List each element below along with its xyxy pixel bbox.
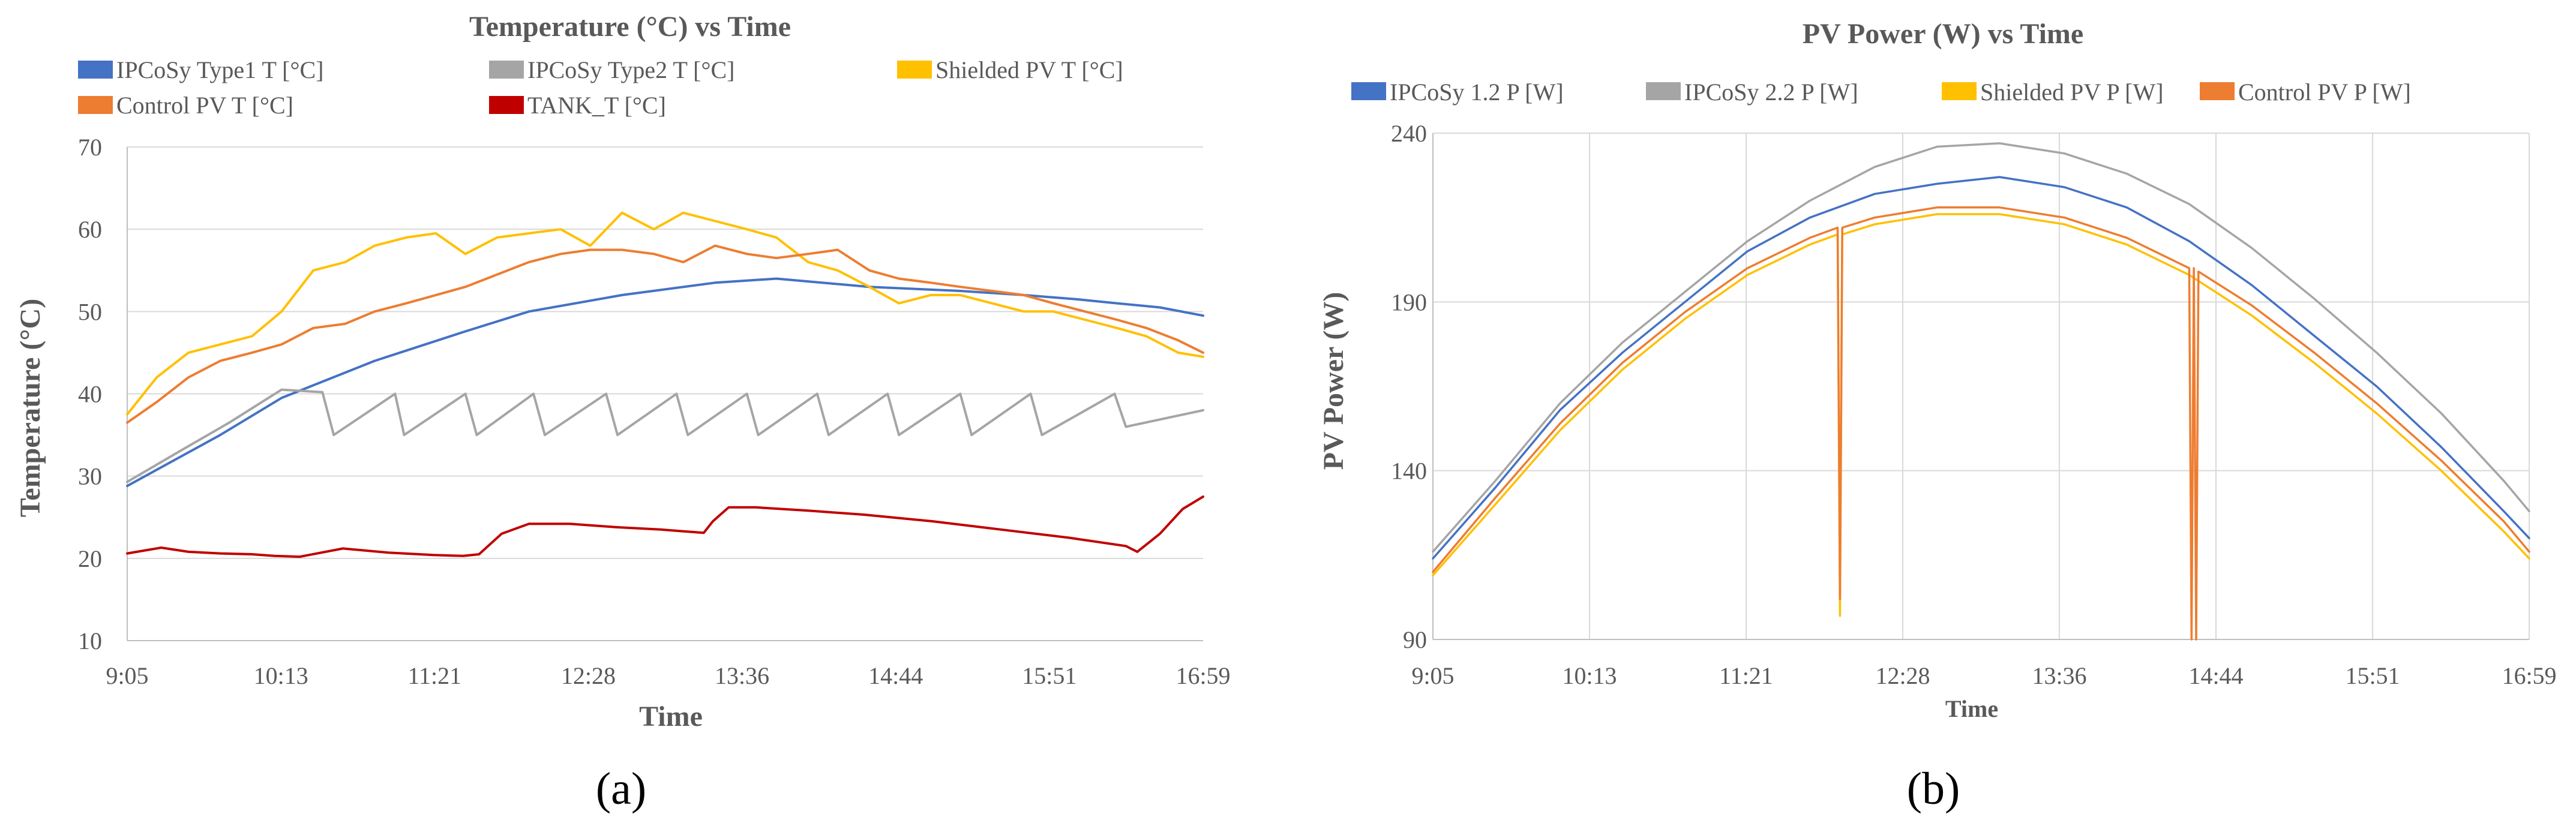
x-tick-label: 16:59	[1175, 662, 1230, 689]
chart-a-gridlines	[127, 146, 1203, 641]
series-line-0	[126, 277, 1204, 488]
series-line-2	[126, 211, 1204, 416]
chart-b-ylabel: PV Power (W)	[1318, 292, 1350, 470]
x-tick-label: 13:36	[2032, 662, 2086, 689]
x-tick-label: 9:05	[106, 662, 148, 689]
x-tick-label: 9:05	[1411, 662, 1454, 689]
legend-b-label-2: Shielded PV P [W]	[1980, 79, 2164, 106]
y-tick-label: 30	[78, 463, 102, 490]
legend-a-label-3: Control PV T [°C]	[116, 92, 293, 119]
y-tick-label: 20	[78, 545, 102, 572]
panel-a-label: (a)	[596, 764, 646, 814]
x-tick-label: 11:21	[407, 662, 461, 689]
y-tick-label: 190	[1391, 289, 1427, 316]
x-tick-label: 12:28	[1875, 662, 1930, 689]
series-line-1	[1432, 142, 2530, 553]
x-tick-label: 14:44	[2188, 662, 2243, 689]
x-tick-label: 12:28	[561, 662, 616, 689]
chart-b-xlabel: Time	[1945, 695, 1998, 722]
legend-b-label-1: IPCoSy 2.2 P [W]	[1684, 79, 1858, 106]
x-tick-label: 13:36	[715, 662, 769, 689]
chart-a-title: Temperature (°C) vs Time	[469, 11, 791, 43]
legend-a-label-1: IPCoSy Type2 T [°C]	[527, 56, 734, 83]
chart-b-legend: IPCoSy 1.2 P [W] IPCoSy 2.2 P [W] Shield…	[1351, 79, 2411, 106]
legend-b-swatch-0	[1351, 82, 1386, 100]
y-tick-label: 70	[78, 134, 102, 161]
x-tick-label: 15:51	[2345, 662, 2400, 689]
y-tick-label: 60	[78, 216, 102, 243]
chart-a-xlabel: Time	[639, 701, 703, 732]
x-tick-label: 15:51	[1022, 662, 1076, 689]
y-tick-label: 90	[1403, 626, 1427, 653]
y-tick-label: 240	[1391, 120, 1427, 147]
legend-b-swatch-3	[2200, 82, 2235, 100]
chart-a-y-tick-labels: 10 20 30 40 50 60 70	[78, 134, 102, 654]
panel-a: Temperature (°C) vs Time IPCoSy Type1 T …	[14, 11, 1231, 814]
chart-a-legend: IPCoSy Type1 T [°C] IPCoSy Type2 T [°C] …	[78, 56, 1123, 119]
legend-a-label-4: TANK_T [°C]	[527, 92, 666, 119]
legend-b-swatch-1	[1646, 82, 1681, 100]
legend-a-swatch-3	[78, 96, 113, 114]
chart-b-series	[1432, 142, 2530, 641]
legend-a-swatch-2	[897, 61, 932, 79]
legend-b-label-3: Control PV P [W]	[2238, 79, 2411, 106]
x-tick-label: 16:59	[2502, 662, 2556, 689]
y-tick-label: 10	[78, 627, 102, 654]
series-line-3	[126, 244, 1204, 424]
series-line-4	[126, 495, 1204, 558]
series-line-1	[126, 388, 1204, 483]
y-tick-label: 50	[78, 298, 102, 325]
x-tick-label: 10:13	[1562, 662, 1617, 689]
series-line-0	[1432, 176, 2530, 560]
chart-a-series	[126, 211, 1204, 558]
x-tick-label: 10:13	[254, 662, 308, 689]
chart-b-x-tick-labels: 9:05 10:13 11:21 12:28 13:36 14:44 15:51 16:59	[1411, 662, 2556, 689]
panel-b-label: (b)	[1907, 764, 1960, 814]
chart-b-y-tick-labels: 90 140 190 240	[1391, 120, 1427, 653]
legend-a-swatch-0	[78, 61, 113, 79]
legend-a-label-2: Shielded PV T [°C]	[935, 56, 1123, 83]
legend-a-swatch-1	[489, 61, 524, 79]
legend-a-label-0: IPCoSy Type1 T [°C]	[116, 56, 323, 83]
series-line-3	[1432, 206, 2530, 641]
chart-a-ylabel: Temperature (°C)	[14, 299, 46, 517]
chart-b-gridlines	[1432, 133, 2530, 640]
chart-b-title: PV Power (W) vs Time	[1803, 18, 2083, 50]
legend-a-swatch-4	[489, 96, 524, 114]
series-line-2	[1432, 213, 2530, 617]
x-tick-label: 11:21	[1719, 662, 1773, 689]
legend-b-label-0: IPCoSy 1.2 P [W]	[1390, 79, 1564, 106]
chart-a-x-tick-labels: 9:05 10:13 11:21 12:28 13:36 14:44 15:51 16:59	[106, 662, 1230, 689]
y-tick-label: 140	[1391, 458, 1427, 485]
y-tick-label: 40	[78, 381, 102, 408]
legend-b-swatch-2	[1942, 82, 1977, 100]
x-tick-label: 14:44	[868, 662, 923, 689]
panel-b: PV Power (W) vs Time IPCoSy 1.2 P [W] IP…	[1318, 18, 2557, 814]
